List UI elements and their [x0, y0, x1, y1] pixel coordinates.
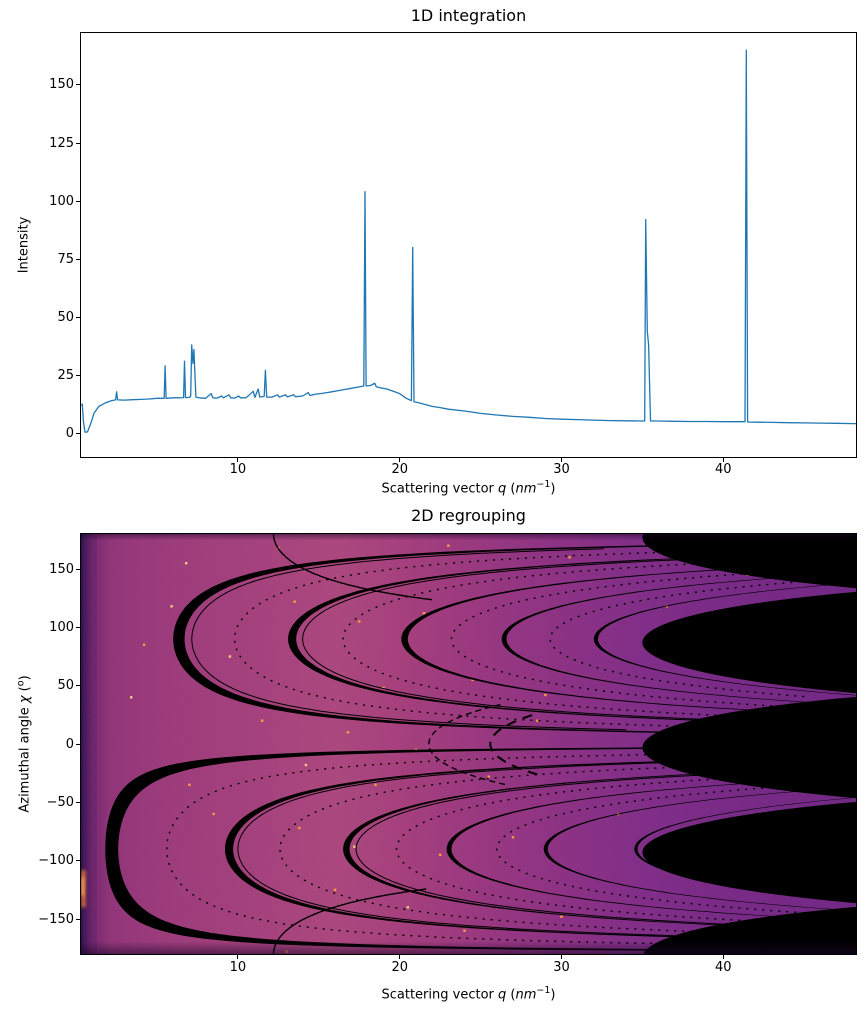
plot2-ytick-mark [76, 568, 80, 570]
plot2-xtick-mark [722, 955, 724, 959]
plot2-xtick-label: 30 [553, 960, 570, 975]
plot1-xaxis-label: Scattering vector q (nm−1) [80, 477, 857, 497]
plot1-xlabel-paren-close: ) [550, 481, 556, 497]
plot1-xtick-label: 40 [715, 462, 732, 477]
plot1-ytick-mark [76, 316, 80, 318]
plot1-ytick-mark [76, 84, 80, 86]
plot1-axes [80, 32, 857, 458]
plot1-ytick-label: 0 [65, 425, 74, 441]
plot2-title: 2D regrouping [411, 506, 526, 525]
plot1-xlabel-unit: nm [515, 481, 537, 497]
plot2-xaxis-label: Scattering vector q (nm−1) [80, 983, 857, 1003]
plot2-xlabel-paren: ( [506, 987, 516, 1003]
plot2-xtick-mark [237, 955, 239, 959]
plot2-ytick-mark [76, 743, 80, 745]
plot2-xtick-label: 10 [229, 960, 247, 975]
2d-image-canvas [81, 534, 856, 954]
plot2-ytick-label: −50 [46, 794, 74, 810]
plot2-ytick-mark [76, 860, 80, 862]
plot2-ytick-mark [76, 801, 80, 803]
plot2-ytick-mark [76, 918, 80, 920]
plot1-ytick-label: 75 [57, 251, 74, 267]
plot2-ytick-mark [76, 626, 80, 628]
1d-curve-canvas [81, 49, 856, 433]
plot2-ytick-label: 150 [49, 561, 74, 577]
plot2-ytick-mark [76, 685, 80, 687]
plot2-xlabel-unit: nm [515, 987, 537, 1003]
plot2-ylabel-superscript: o [15, 680, 27, 687]
plot1-ytick-mark [76, 200, 80, 202]
plot1-xlabel-text: Scattering vector [381, 481, 499, 497]
plot1-ytick-label: 100 [49, 193, 74, 209]
plot2-ytick-label: −150 [38, 911, 74, 927]
plot2-xtick-label: 40 [715, 960, 732, 975]
plot2-ytick-label: 50 [57, 678, 74, 694]
plot2-xtick-label: 20 [391, 960, 408, 975]
edge-shading [81, 534, 856, 954]
plot2-ytick-label: −100 [38, 853, 74, 869]
plot2-xlabel-paren-close: ) [550, 987, 556, 1003]
plot1-ytick-label: 25 [57, 367, 74, 383]
plot1-xlabel-paren: ( [506, 481, 516, 497]
plot1-xtick-mark [561, 458, 563, 462]
plot1-xlabel-superscript: −1 [536, 479, 551, 490]
intensity-line [81, 49, 856, 433]
plot2-xlabel-variable: q [498, 987, 507, 1003]
plot1-xtick-label: 10 [229, 462, 247, 477]
plot1-xtick-label: 30 [553, 462, 570, 477]
plot1-ytick-label: 150 [49, 77, 74, 93]
plot1-title: 1D integration [410, 6, 527, 25]
plot1-ytick-label: 50 [57, 309, 74, 325]
plot2-ytick-label: 0 [65, 736, 74, 752]
plot1-ytick-mark [76, 258, 80, 260]
plot2-axes [80, 533, 857, 955]
plot1-ytick-mark [76, 142, 80, 144]
plot1-ytick-mark [76, 374, 80, 376]
plot2-ylabel-variable: χ [17, 695, 33, 704]
plot1-xtick-mark [237, 458, 239, 462]
plot1-xtick-mark [722, 458, 724, 462]
plot1-xtick-label: 20 [391, 462, 408, 477]
plot1-xlabel-variable: q [498, 481, 507, 497]
plot2-xlabel-text: Scattering vector [381, 987, 499, 1003]
plot1-xtick-mark [399, 458, 401, 462]
plot1-ytick-label: 125 [49, 135, 74, 151]
plot2-xtick-mark [561, 955, 563, 959]
plot2-ytick-label: 100 [49, 619, 74, 635]
plot1-ytick-mark [76, 432, 80, 434]
plot2-xlabel-superscript: −1 [536, 985, 551, 996]
plot2-xtick-mark [399, 955, 401, 959]
